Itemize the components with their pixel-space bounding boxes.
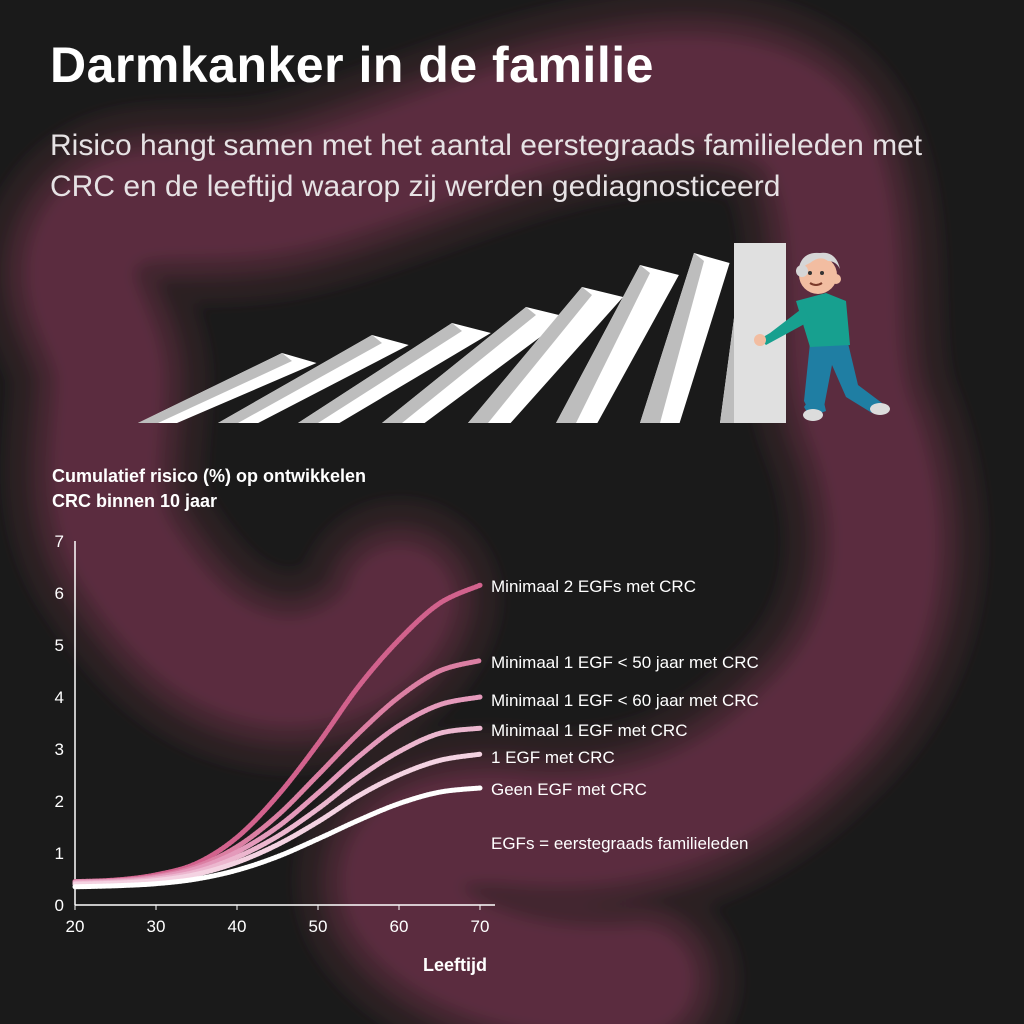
series-label-1: Minimaal 2 EGFs met CRC xyxy=(491,577,696,596)
series-line-5 xyxy=(72,751,483,887)
x-tick-label: 20 xyxy=(66,917,85,936)
series-labels: Minimaal 2 EGFs met CRC Minimaal 1 EGF < … xyxy=(491,577,759,799)
chart-note: EGFs = eerstegraads familieleden xyxy=(491,834,749,853)
falling-dominoes xyxy=(138,243,786,423)
x-axis-label: Leeftijd xyxy=(423,955,487,975)
x-tick-label: 60 xyxy=(390,917,409,936)
domino-shade-6 xyxy=(556,265,650,423)
series-label-5: 1 EGF met CRC xyxy=(491,748,615,767)
series-label-4: Minimaal 1 EGF met CRC xyxy=(491,721,687,740)
y-axis-label: Cumulatief risico (%) op ontwikkelen CRC… xyxy=(52,466,367,511)
y-tick-label: 0 xyxy=(55,896,64,915)
series-line-6 xyxy=(72,785,483,890)
elderly-person-figure xyxy=(754,252,890,421)
y-tick-label: 2 xyxy=(55,792,64,811)
y-tick-label: 1 xyxy=(55,844,64,863)
domino-shade-1 xyxy=(138,353,292,423)
domino-shade-7 xyxy=(640,253,704,423)
x-tick-label: 70 xyxy=(471,917,490,936)
y-tick-label: 5 xyxy=(55,636,64,655)
series-line-2 xyxy=(72,658,483,885)
page-title: Darmkanker in de familie xyxy=(50,37,654,93)
x-tick-label: 30 xyxy=(147,917,166,936)
page-subtitle: Risico hangt samen met het aantal eerste… xyxy=(50,129,923,203)
x-tick-label: 50 xyxy=(309,917,328,936)
domino-shade-5 xyxy=(468,287,592,423)
y-tick-label: 4 xyxy=(55,688,64,707)
y-tick-label: 6 xyxy=(55,584,64,603)
series-line-4 xyxy=(72,725,483,886)
chart-lines xyxy=(72,582,483,890)
chart-axes: 0 1 2 3 4 5 6 7 20 30 40 50 60 70 xyxy=(55,532,495,936)
x-tick-label: 40 xyxy=(228,917,247,936)
domino-shade-4 xyxy=(382,307,536,423)
series-label-3: Minimaal 1 EGF < 60 jaar met CRC xyxy=(491,691,759,710)
series-label-6: Geen EGF met CRC xyxy=(491,780,647,799)
domino-shade-2 xyxy=(218,335,382,423)
series-label-2: Minimaal 1 EGF < 50 jaar met CRC xyxy=(491,653,759,672)
y-tick-label: 3 xyxy=(55,740,64,759)
domino-illustration xyxy=(138,243,890,423)
domino-shade-3 xyxy=(298,323,462,423)
y-tick-label: 7 xyxy=(55,532,64,551)
